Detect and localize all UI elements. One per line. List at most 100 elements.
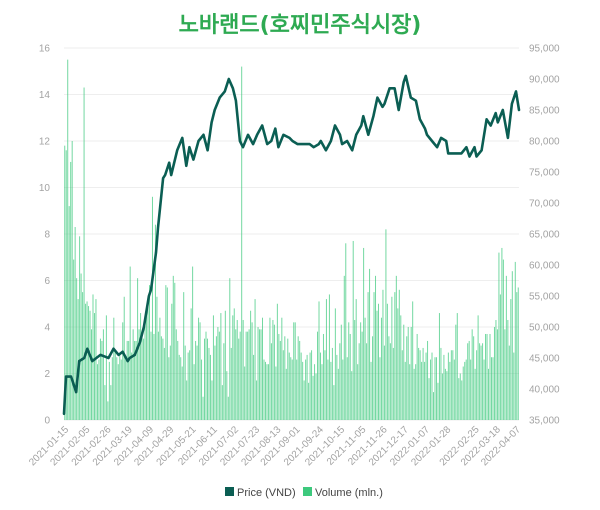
volume-bar [92, 294, 94, 420]
volume-bar [452, 350, 454, 420]
volume-bar [111, 357, 113, 420]
volume-bar [322, 333, 324, 420]
volume-bar [86, 301, 88, 420]
volume-bar [214, 345, 216, 420]
volume-bar [502, 259, 504, 420]
volume-bar [443, 354, 445, 420]
volume-bar [253, 354, 255, 420]
volume-bar [125, 359, 127, 420]
volume-bar [327, 359, 329, 420]
volume-bar [201, 359, 203, 420]
volume-bar [477, 315, 479, 421]
volume-bar [284, 336, 286, 420]
volume-bar [482, 343, 484, 420]
volume-bar [70, 161, 72, 420]
volume-bar [369, 268, 371, 421]
volume-bar [134, 340, 136, 420]
volume-bar [263, 359, 265, 420]
volume-bar [256, 380, 258, 420]
volume-bar [438, 313, 440, 420]
volume-bar [254, 299, 256, 420]
volume-bar [433, 392, 434, 420]
volume-bar [382, 289, 384, 420]
volume-bar [186, 380, 188, 420]
volume-bar [180, 357, 182, 420]
volume-bar [366, 343, 368, 420]
volume-bar [346, 357, 348, 420]
volume-bar [238, 338, 240, 421]
volume-bar [177, 340, 179, 420]
legend: Price (VND) Volume (mln.) [225, 487, 383, 499]
volume-bar [147, 303, 149, 420]
x-axis-ticks: 2021-01-152021-02-052021-02-262021-03-19… [27, 424, 523, 468]
volume-bar [91, 329, 93, 420]
volume-bar [202, 396, 204, 420]
volume-bar [183, 292, 185, 421]
volume-bar [386, 303, 388, 420]
volume-bar [360, 322, 362, 420]
volume-bar [318, 301, 320, 420]
volume-bar [333, 385, 335, 421]
volume-bar [308, 382, 310, 420]
volume-bar [220, 313, 222, 420]
volume-bar [392, 347, 394, 420]
volume-bar [117, 364, 119, 420]
volume-bar [204, 338, 206, 421]
volume-bar [189, 350, 191, 420]
volume-bar [233, 308, 235, 420]
volume-bar [395, 275, 397, 420]
volume-bar [320, 352, 321, 420]
volume-bar [464, 361, 466, 421]
volume-bar [288, 352, 290, 420]
volume-bar [352, 240, 354, 420]
volume-bar [80, 273, 82, 420]
volume-bar [415, 364, 417, 420]
volume-bar [330, 361, 332, 421]
volume-bar [232, 315, 234, 421]
volume-bar [157, 331, 159, 420]
left-tick-label: 6 [44, 276, 50, 287]
volume-bar [296, 359, 298, 420]
left-tick-label: 2 [44, 369, 50, 380]
right-tick-label: 90,000 [529, 75, 560, 86]
volume-bar [358, 343, 360, 420]
right-tick-label: 60,000 [529, 261, 560, 272]
volume-bar [193, 364, 195, 420]
volume-bar [334, 308, 336, 420]
legend-volume-label: Volume (mln.) [315, 487, 383, 499]
volume-bar [110, 385, 112, 421]
volume-bar [373, 292, 375, 421]
volume-bar [375, 275, 377, 420]
volume-bar [400, 315, 402, 421]
right-tick-label: 65,000 [529, 230, 560, 241]
volume-bar [85, 303, 87, 420]
volume-bar [419, 350, 421, 420]
volume-bar [474, 368, 476, 420]
volume-bar [498, 252, 500, 420]
volume-bar [239, 331, 241, 420]
volume-bar [441, 373, 443, 420]
volume-bar [190, 308, 192, 420]
volume-bar [245, 331, 247, 420]
left-tick-label: 16 [39, 44, 51, 55]
volume-bar [324, 350, 326, 420]
volume-bar [270, 343, 272, 420]
volume-bar [229, 278, 231, 420]
volume-bar [101, 340, 103, 420]
volume-bar [107, 401, 109, 420]
volume-bar [458, 378, 460, 420]
volume-bar [282, 350, 284, 420]
volume-bar [489, 333, 491, 420]
volume-bar [403, 324, 405, 420]
volume-bar [342, 359, 344, 420]
volume-bar [398, 289, 400, 420]
volume-bar [99, 338, 101, 421]
volume-bar [447, 352, 449, 420]
volume-bar [391, 296, 393, 420]
volume-bar [471, 329, 473, 420]
volume-bar [247, 331, 249, 420]
volume-bar [462, 366, 464, 420]
volume-bar [389, 343, 391, 420]
volume-bar [409, 364, 411, 420]
right-tick-label: 95,000 [529, 44, 560, 55]
